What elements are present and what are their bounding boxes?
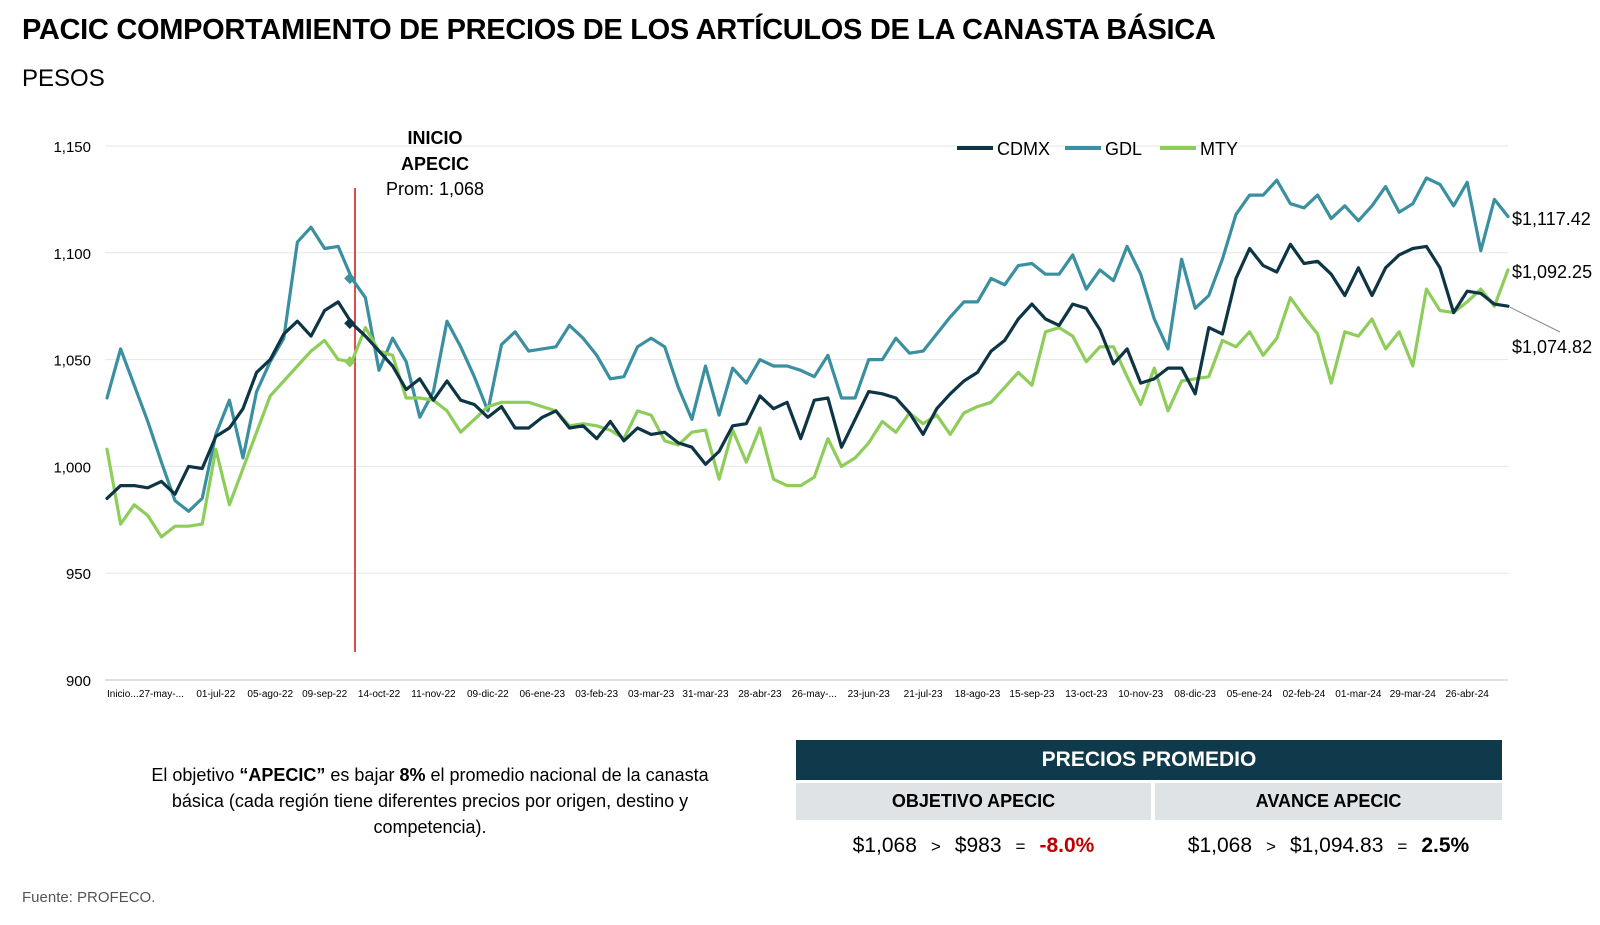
series-line-cdmx [105,242,1510,500]
annotation-line3: Prom: 1,068 [386,179,484,199]
x-tick-label: 05-ago-22 [247,689,293,700]
x-tick-label: 23-jun-23 [848,689,891,700]
x-tick-label: 08-dic-23 [1174,689,1216,700]
x-tick-label: 10-nov-23 [1118,689,1163,700]
x-axis-labels: Inicio... 27-may-... 01-jul-22 05-ago-22 09-… [107,689,1489,700]
source-note: Fuente: PROFECO. [22,889,156,906]
apecic-markers [344,272,356,368]
price-line-chart: 900 950 1,000 1,050 1,100 1,150 Inicio... 27-m… [53,128,1592,700]
avance-base: $1,068 [1187,834,1253,857]
x-tick-label: 31-mar-23 [682,689,729,700]
series-lines [105,176,1510,539]
marker-mty [344,356,356,368]
end-label-gdl: $1,117.42 [1512,209,1591,229]
column-avance: AVANCE APECIC [1155,783,1502,820]
y-tick-label: 1,150 [53,139,91,156]
x-tick-label: 14-oct-22 [358,689,401,700]
avance-operator-1: > [1266,837,1276,856]
x-tick-label: 13-oct-23 [1065,689,1108,700]
y-tick-label: 1,050 [53,353,91,370]
note-bold-apecic: “APECIC” [239,765,326,785]
x-tick-label: 21-jul-23 [904,689,943,700]
y-tick-label: 950 [66,566,91,583]
table-header: PRECIOS PROMEDIO [796,740,1502,780]
x-tick-label: 09-dic-22 [467,689,509,700]
legend-label-cdmx: CDMX [997,139,1050,159]
end-label-mty: $1,092.25 [1512,262,1592,282]
x-tick-label: 26-abr-24 [1446,689,1490,700]
legend: CDMX GDL MTY [957,139,1238,159]
objetivo-operator-1: > [930,837,941,856]
x-tick-label: 06-ene-23 [519,689,565,700]
avance-calculation: $1,068 > $1,094.83 = 2.5% [1155,834,1502,858]
column-objetivo: OBJETIVO APECIC [796,783,1151,820]
x-tick-label: 09-sep-22 [302,689,347,700]
objetivo-base: $1,068 [852,834,917,857]
x-tick-label: 27-may-... [139,689,184,700]
note-text-3: el promedio nacional de la canasta básic… [171,765,709,837]
y-tick-label: 900 [66,673,91,690]
avance-operator-2: = [1397,837,1408,856]
avance-result: 2.5% [1421,834,1470,857]
series-line-mty [105,268,1510,539]
page-title: PACIC COMPORTAMIENTO DE PRECIOS DE LOS A… [22,14,1216,46]
end-labels: $1,074.82 $1,117.42 $1,092.25 [1509,209,1592,357]
note-text-2: es bajar [325,765,400,785]
annotation-line2: APECIC [401,154,469,174]
note-bold-percent: 8% [399,765,426,785]
x-tick-label: 26-may-... [792,689,837,700]
x-tick-label: 03-feb-23 [575,689,618,700]
note-text-1: El objetivo [151,765,240,785]
x-tick-label: 01-jul-22 [196,689,235,700]
x-tick-label: 03-mar-23 [628,689,675,700]
x-tick-label: 15-sep-23 [1009,689,1054,700]
x-tick-label: 05-ene-24 [1227,689,1273,700]
page-subtitle: PESOS [22,65,105,92]
y-axis-ticks: 900 950 1,000 1,050 1,100 1,150 [53,139,91,690]
marker-gdl [344,272,356,285]
objetivo-calculation: $1,068 > $983 = -8.0% [796,834,1151,858]
objetivo-target: $983 [954,834,1002,857]
x-tick-label: Inicio... [107,689,139,700]
avance-current: $1,094.83 [1289,834,1384,857]
cdmx-leader-line [1509,306,1561,333]
x-tick-label: 29-mar-24 [1390,689,1437,700]
x-tick-label: 18-ago-23 [955,689,1001,700]
series-line-gdl [105,176,1510,513]
legend-label-mty: MTY [1200,139,1238,159]
y-tick-label: 1,000 [53,459,91,476]
objetivo-result: -8.0% [1039,834,1095,857]
annotation-line1: INICIO [407,128,462,148]
end-label-cdmx: $1,074.82 [1512,337,1592,357]
x-tick-label: 11-nov-22 [411,689,456,700]
x-tick-label: 01-mar-24 [1335,689,1382,700]
apecic-note: El objetivo “APECIC” es bajar 8% el prom… [130,762,730,840]
marker-cdmx [344,317,356,329]
x-tick-label: 28-abr-23 [738,689,782,700]
gridlines [105,145,1508,574]
x-tick-label: 02-feb-24 [1283,689,1326,700]
objetivo-operator-2: = [1015,837,1026,856]
y-tick-label: 1,100 [53,246,91,263]
legend-label-gdl: GDL [1105,139,1142,159]
